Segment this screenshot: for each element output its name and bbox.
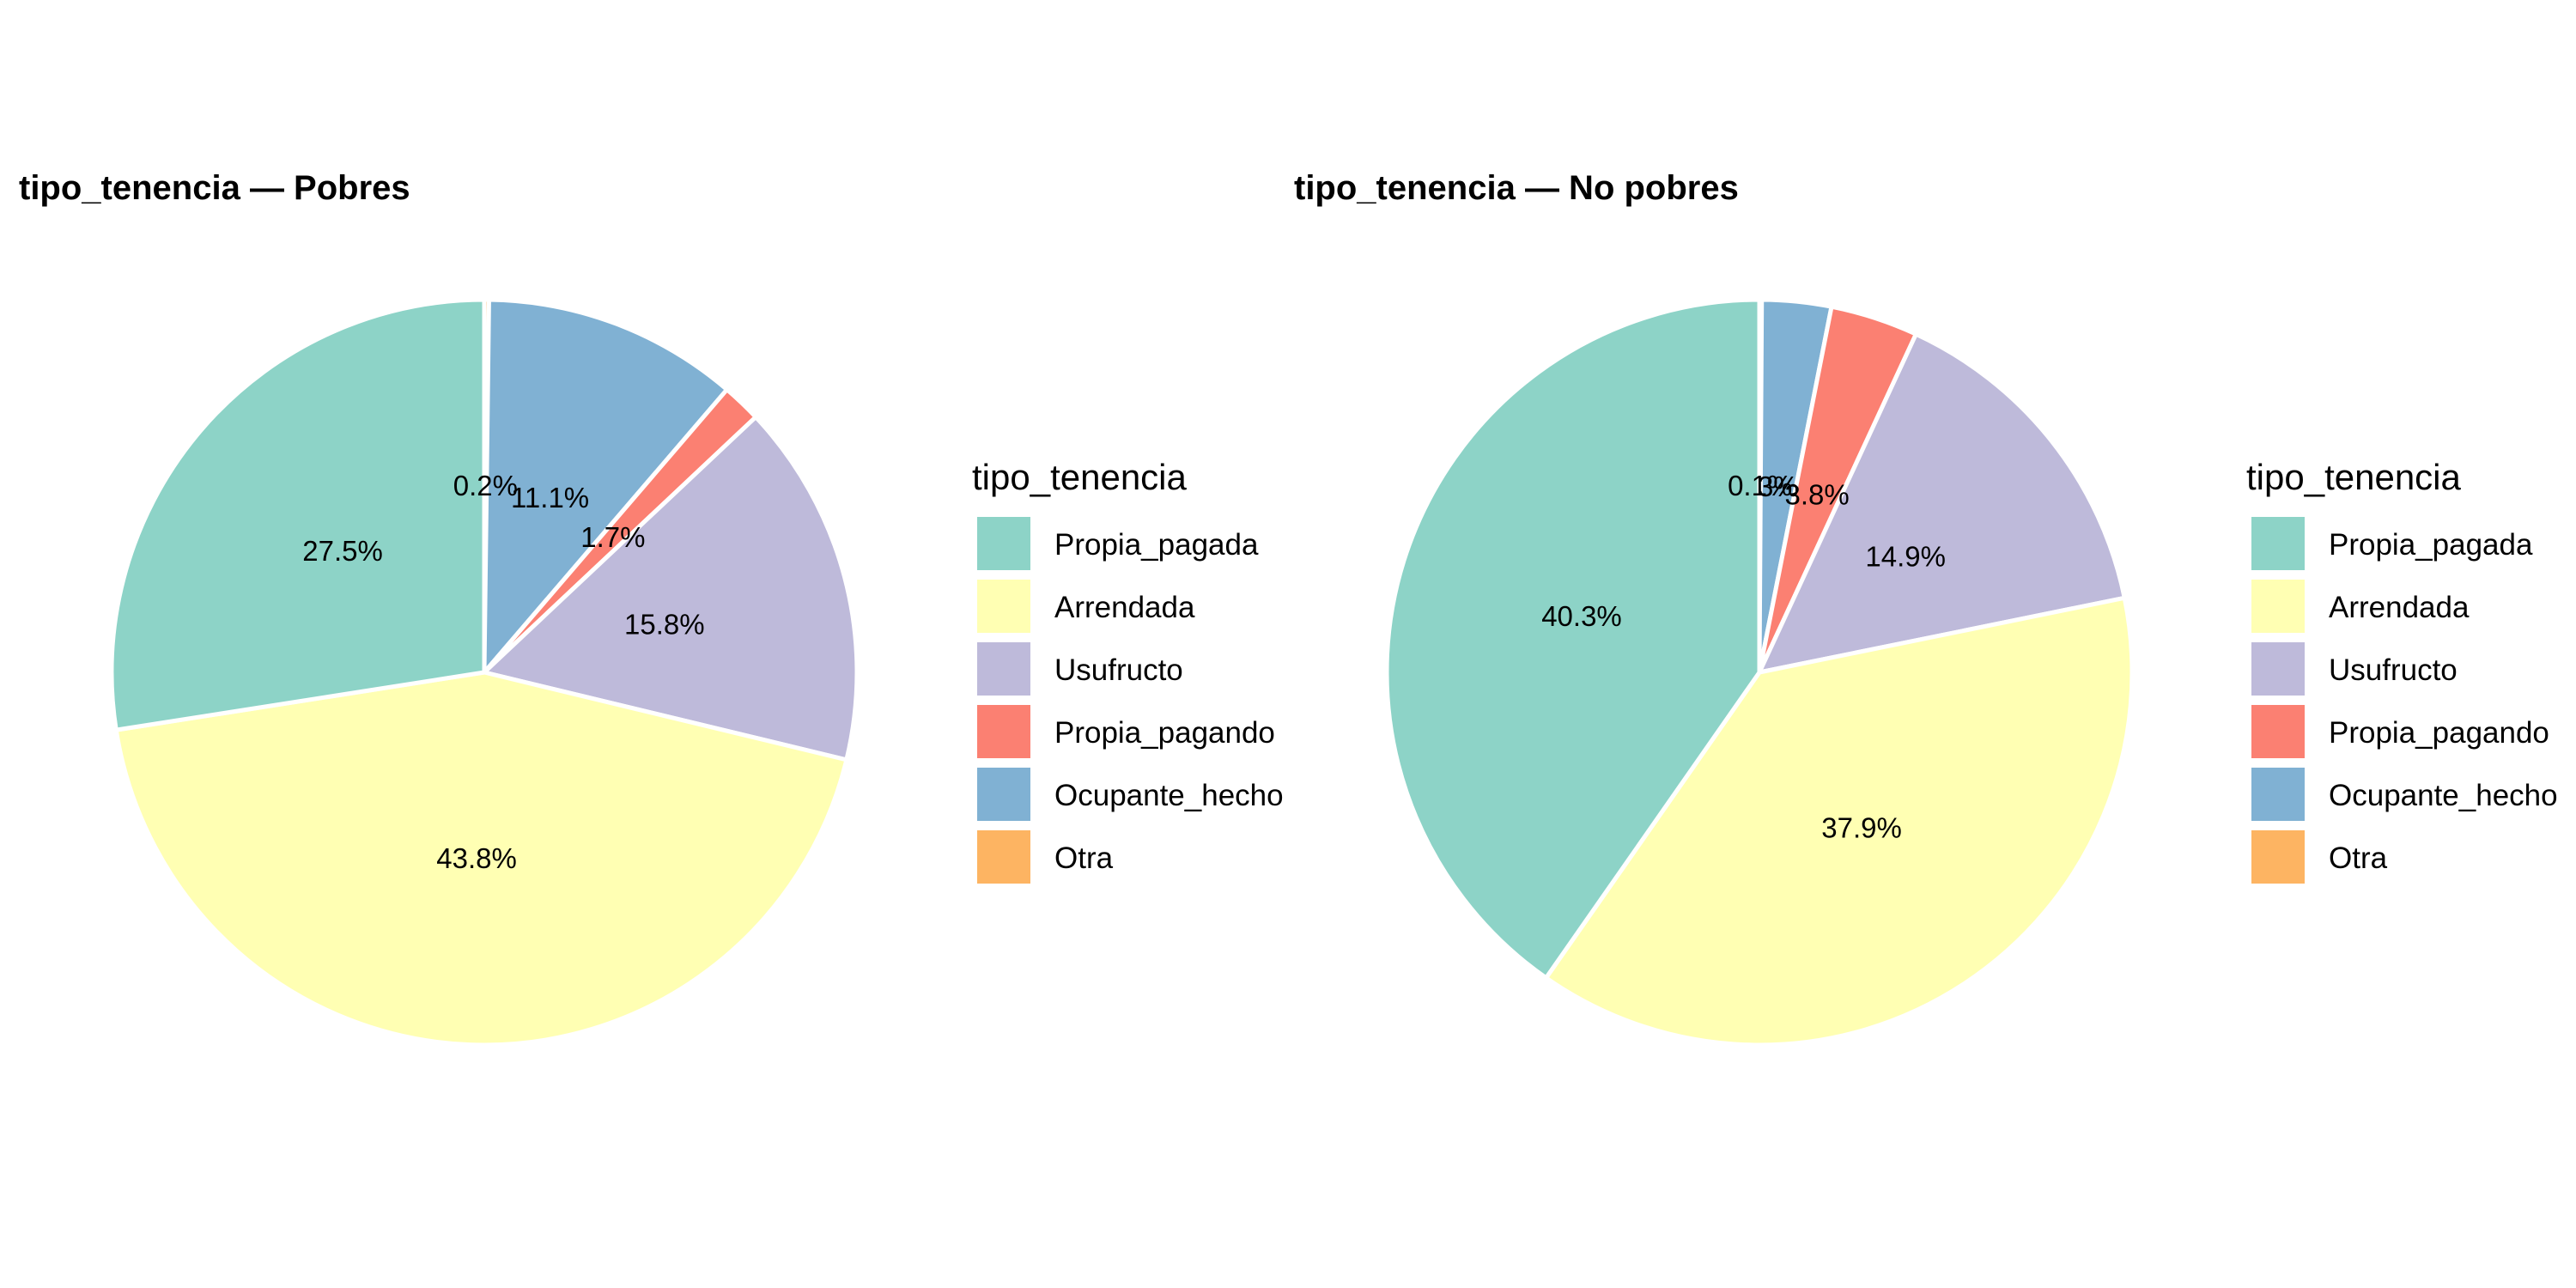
slice-label-propia-pagada: 40.3% bbox=[1541, 600, 1622, 632]
legend-title: tipo_tenencia bbox=[972, 457, 1188, 497]
pie-slice-usufructo bbox=[482, 415, 860, 762]
legend-swatch-otra bbox=[977, 830, 1030, 884]
slice-label-propia-pagando: 3.8% bbox=[1784, 479, 1849, 511]
slice-label-arrendada: 37.9% bbox=[1821, 811, 1902, 843]
legend-label-arrendada: Arrendada bbox=[2329, 591, 2470, 624]
legend-label-usufructo: Usufructo bbox=[1054, 653, 1183, 687]
legend-swatch-arrendada bbox=[2251, 580, 2305, 633]
slice-label-usufructo: 14.9% bbox=[1865, 540, 1946, 572]
legend-swatch-propia-pagando bbox=[977, 705, 1030, 758]
pie-panel-2: tipo_tenencia — No pobres 0.1%3%3.8% 14.9%… bbox=[1294, 169, 2558, 1048]
legend-swatch-ocupante-hecho bbox=[2251, 768, 2305, 821]
slice-label-ocupante-hecho: 3% bbox=[1758, 471, 1799, 502]
legend-label-propia-pagada: Propia_pagada bbox=[1054, 528, 1259, 562]
legend-title: tipo_tenencia bbox=[2246, 457, 2462, 497]
legend-swatch-arrendada bbox=[977, 580, 1030, 633]
legend-label-ocupante-hecho: Ocupante_hecho bbox=[2329, 779, 2558, 812]
slice-label-otra: 0.2% bbox=[453, 470, 518, 501]
slice-label-arrendada: 43.8% bbox=[436, 842, 517, 874]
legend-label-propia-pagada: Propia_pagada bbox=[2329, 528, 2533, 562]
pie-slice-arrendada bbox=[1544, 595, 2135, 1048]
slice-label-propia-pagada: 27.5% bbox=[302, 535, 383, 567]
pie-slice-propia-pagada bbox=[1384, 297, 1762, 981]
legend-swatch-otra bbox=[2251, 830, 2305, 884]
legend-label-otra: Otra bbox=[1054, 841, 1114, 875]
slice-label-usufructo: 15.8% bbox=[624, 608, 705, 640]
legend-swatch-propia-pagando bbox=[2251, 705, 2305, 758]
chart-title: tipo_tenencia — No pobres bbox=[1294, 169, 1739, 207]
legend-label-ocupante-hecho: Ocupante_hecho bbox=[1054, 779, 1284, 812]
legend: tipo_tenencia Propia_pagada Arrendada Usufr… bbox=[972, 457, 1284, 884]
slice-label-propia-pagando: 1.7% bbox=[580, 521, 645, 553]
legend-swatch-propia-pagada bbox=[2251, 517, 2305, 570]
legend-label-propia-pagando: Propia_pagando bbox=[2329, 716, 2549, 750]
legend-label-propia-pagando: Propia_pagando bbox=[1054, 716, 1275, 750]
slice-label-otra: 0.1% bbox=[1728, 470, 1792, 501]
legend-swatch-ocupante-hecho bbox=[977, 768, 1030, 821]
legend-label-usufructo: Usufructo bbox=[2329, 653, 2458, 687]
legend-swatch-usufructo bbox=[2251, 642, 2305, 696]
pie-slice-arrendada bbox=[113, 670, 849, 1048]
pie-slice-propia-pagada bbox=[109, 297, 487, 732]
slice-label-ocupante-hecho: 11.1% bbox=[511, 482, 589, 513]
legend-swatch-propia-pagada bbox=[977, 517, 1030, 570]
pie-slice-ocupante-hecho bbox=[482, 297, 730, 675]
chart-title: tipo_tenencia — Pobres bbox=[19, 169, 410, 207]
pie-slice-usufructo bbox=[1757, 331, 2127, 675]
legend-label-otra: Otra bbox=[2329, 841, 2388, 875]
pie-panel-1: tipo_tenencia — Pobres 0.2%11.1% 1.7% 15.8%… bbox=[19, 169, 1284, 1048]
legend-swatch-usufructo bbox=[977, 642, 1030, 696]
legend: tipo_tenencia Propia_pagada Arrendada Usufr… bbox=[2246, 457, 2558, 884]
legend-label-arrendada: Arrendada bbox=[1054, 591, 1195, 624]
